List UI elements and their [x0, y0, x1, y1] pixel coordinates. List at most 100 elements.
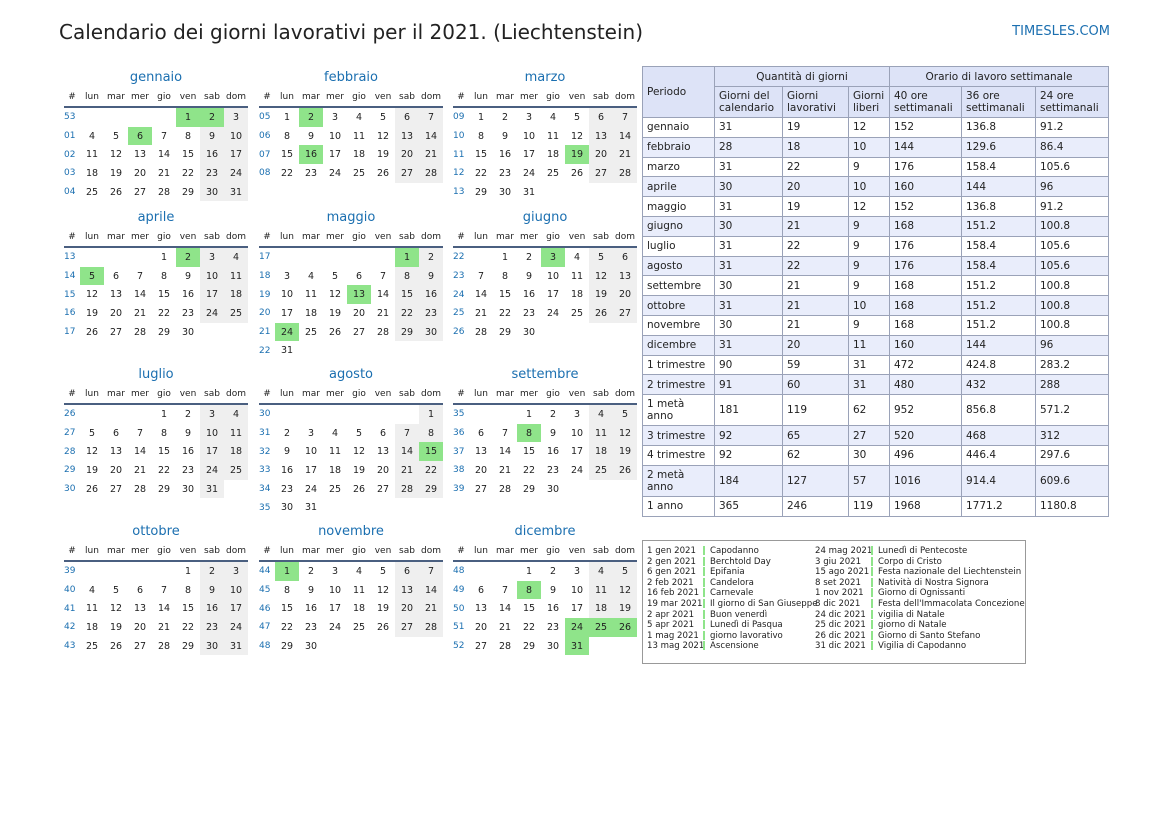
day-cell: 29 — [157, 483, 171, 495]
weekday-header: # — [453, 228, 469, 248]
period-cell: ottobre — [642, 295, 715, 316]
weekday-header: dom — [419, 228, 443, 248]
day-cell: 3 — [283, 270, 291, 282]
day-cell: 17 — [328, 149, 342, 161]
day-cell: 27 — [352, 326, 366, 338]
month-name: febbraio — [324, 70, 378, 85]
week-number: 14 — [64, 271, 76, 282]
brand-link[interactable]: TIMESLES.COM — [1012, 24, 1110, 39]
value-cell: 168 — [889, 275, 962, 297]
value-cell: 96 — [1035, 176, 1109, 198]
value-cell: 160 — [889, 334, 962, 356]
day-cell: 15 — [157, 289, 171, 301]
day-cell: 20 — [133, 167, 147, 179]
period-cell: 1 anno — [642, 495, 715, 517]
week-row: 45 8 9 10 11 12 13 14 — [259, 580, 443, 600]
value-cell: 856.8 — [961, 394, 1036, 427]
day-cell: 13 — [376, 446, 390, 458]
day-cell — [371, 498, 395, 517]
period-cell: 2 metà anno — [642, 464, 715, 497]
weekday-header: # — [64, 228, 80, 248]
day-cell: 6 — [112, 427, 120, 439]
weekday-header: lun — [80, 88, 104, 108]
value-cell: 30 — [714, 314, 783, 336]
week-number: 38 — [453, 465, 465, 476]
day-cell: 16 — [304, 603, 318, 615]
day-cell: 1 — [275, 561, 299, 581]
weekday-header: # — [259, 228, 275, 248]
day-cell: 13 — [133, 149, 147, 161]
day-cell — [613, 323, 637, 342]
day-cell — [613, 637, 637, 656]
day-cell: 18 — [546, 149, 560, 161]
day-cell: 13 — [474, 446, 488, 458]
week-row: 33 16 17 18 19 20 21 22 — [259, 461, 443, 480]
holiday-item: 25 dic 2021 giorno di Natale — [811, 620, 1025, 631]
day-cell — [275, 404, 299, 424]
month-table: # lun mar mer gio ven sab dom 53 1 2 3 01 4 5 6 7 8 9 10 02 1… — [64, 88, 248, 202]
day-cell: 4 — [589, 561, 613, 581]
week-number: 20 — [259, 308, 271, 319]
day-cell: 30 — [498, 186, 512, 198]
day-cell: 20 — [474, 621, 488, 633]
value-cell: 30 — [714, 176, 783, 198]
day-cell: 8 — [160, 270, 168, 282]
value-cell: 30 — [714, 215, 783, 237]
holiday-marker — [871, 546, 873, 555]
month-luglio: luglio # lun mar mer gio ven sab dom 26 1 2 3 4 27 5 6 7 8… — [64, 365, 248, 499]
day-cell: 27 — [474, 640, 488, 652]
day-cell — [589, 637, 613, 656]
day-cell: 8 — [419, 423, 443, 443]
day-cell: 19 — [613, 599, 637, 619]
day-cell: 12 — [570, 130, 584, 142]
day-cell: 25 — [85, 640, 99, 652]
weekday-header: # — [453, 88, 469, 108]
value-cell: 168 — [889, 215, 962, 237]
day-cell: 10 — [224, 126, 248, 146]
day-cell: 18 — [304, 307, 318, 319]
holiday-name: Candelora — [710, 577, 754, 588]
holiday-marker — [703, 620, 705, 630]
holiday-marker — [703, 630, 705, 640]
day-cell: 12 — [376, 584, 390, 596]
value-cell: 19 — [782, 196, 849, 217]
period-cell: maggio — [642, 196, 715, 217]
day-cell: 9 — [184, 427, 192, 439]
value-cell: 22 — [782, 156, 849, 178]
weekday-header: mer — [128, 385, 152, 405]
day-cell: 2 — [525, 251, 533, 263]
column-header: 36 ore settimanali — [961, 86, 1036, 118]
value-cell: 100.8 — [1035, 275, 1109, 297]
value-cell: 21 — [782, 314, 849, 336]
holiday-name: giorno di Natale — [878, 620, 947, 631]
value-cell: 20 — [782, 176, 849, 198]
holiday-date: 1 mag 2021 — [647, 630, 699, 641]
day-cell: 14 — [376, 289, 390, 301]
day-cell: 9 — [501, 130, 509, 142]
day-cell — [323, 247, 347, 267]
day-cell: 21 — [395, 461, 419, 480]
weekday-header: mer — [517, 542, 541, 562]
day-cell: 18 — [85, 621, 99, 633]
value-cell: 100.8 — [1035, 314, 1109, 336]
day-cell: 4 — [549, 111, 557, 123]
day-cell: 22 — [498, 307, 512, 319]
week-number: 08 — [259, 168, 271, 179]
working-days-table: Periodo Quantità di giorni Orario di lavor… — [642, 66, 1109, 517]
holiday-name: Giorno di Santo Stefano — [878, 630, 981, 641]
holiday-marker — [703, 588, 705, 598]
value-cell: 9 — [848, 156, 890, 178]
day-cell: 25 — [352, 167, 366, 179]
day-cell: 10 — [200, 423, 224, 443]
day-cell: 16 — [546, 446, 560, 458]
weekday-header: ven — [565, 542, 589, 562]
day-cell: 22 — [419, 461, 443, 480]
day-cell: 25 — [546, 167, 560, 179]
holiday-item: 8 set 2021 Natività di Nostra Signora — [811, 577, 1025, 589]
weekday-header: mar — [299, 385, 323, 405]
stats-row: 1 trimestre 90 59 31 472 424.8 283.2 — [642, 354, 1109, 376]
weekday-header: gio — [541, 542, 565, 562]
weekday-header: # — [259, 385, 275, 405]
weekday-header: mer — [517, 88, 541, 108]
day-cell: 26 — [589, 304, 613, 323]
